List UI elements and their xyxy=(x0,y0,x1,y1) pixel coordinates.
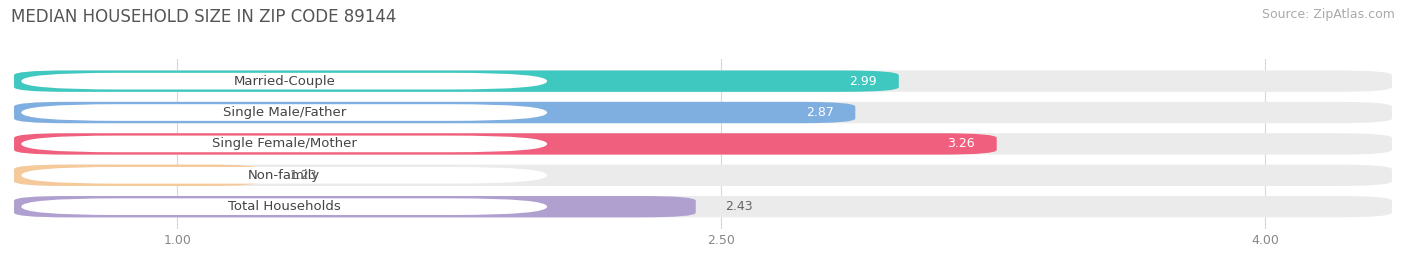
Text: Single Male/Father: Single Male/Father xyxy=(222,106,346,119)
FancyBboxPatch shape xyxy=(14,102,1392,123)
FancyBboxPatch shape xyxy=(14,165,1392,186)
Text: 1.23: 1.23 xyxy=(290,169,318,182)
FancyBboxPatch shape xyxy=(14,196,1392,217)
FancyBboxPatch shape xyxy=(14,196,696,217)
Text: Source: ZipAtlas.com: Source: ZipAtlas.com xyxy=(1261,8,1395,21)
FancyBboxPatch shape xyxy=(21,198,547,215)
FancyBboxPatch shape xyxy=(14,165,260,186)
FancyBboxPatch shape xyxy=(14,133,997,155)
Text: MEDIAN HOUSEHOLD SIZE IN ZIP CODE 89144: MEDIAN HOUSEHOLD SIZE IN ZIP CODE 89144 xyxy=(11,8,396,26)
FancyBboxPatch shape xyxy=(21,104,547,121)
Text: Non-family: Non-family xyxy=(247,169,321,182)
FancyBboxPatch shape xyxy=(21,136,547,152)
Text: Married-Couple: Married-Couple xyxy=(233,75,335,88)
FancyBboxPatch shape xyxy=(14,70,1392,92)
Text: Single Female/Mother: Single Female/Mother xyxy=(212,137,357,150)
Text: 2.99: 2.99 xyxy=(849,75,877,88)
Text: 2.43: 2.43 xyxy=(724,200,752,213)
FancyBboxPatch shape xyxy=(21,167,547,184)
FancyBboxPatch shape xyxy=(21,73,547,90)
Text: Total Households: Total Households xyxy=(228,200,340,213)
FancyBboxPatch shape xyxy=(14,102,855,123)
FancyBboxPatch shape xyxy=(14,70,898,92)
Text: 3.26: 3.26 xyxy=(948,137,974,150)
FancyBboxPatch shape xyxy=(14,133,1392,155)
Text: 2.87: 2.87 xyxy=(806,106,834,119)
